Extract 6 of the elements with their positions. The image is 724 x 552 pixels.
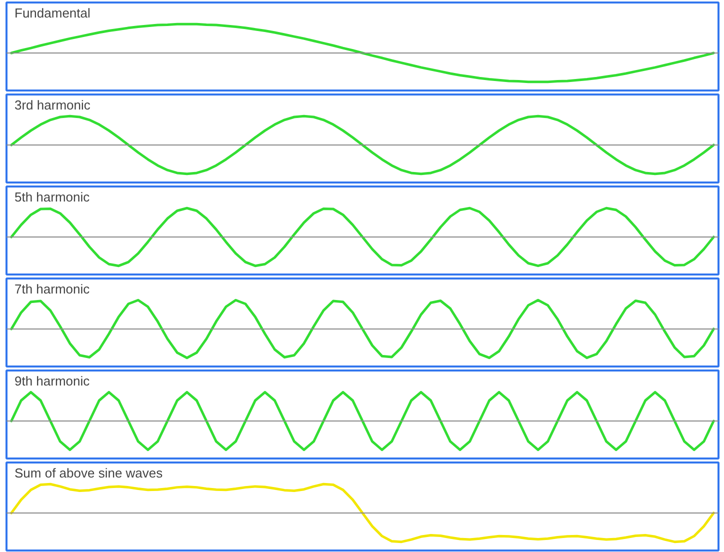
chart-title: Sum of above sine waves (14, 466, 164, 480)
chart-title: 7th harmonic (14, 282, 90, 296)
chart-title: 9th harmonic (14, 374, 90, 388)
chart-title: Fundamental (14, 6, 90, 20)
chart-title: 3rd harmonic (14, 98, 91, 112)
chart-title: 5th harmonic (14, 190, 90, 204)
